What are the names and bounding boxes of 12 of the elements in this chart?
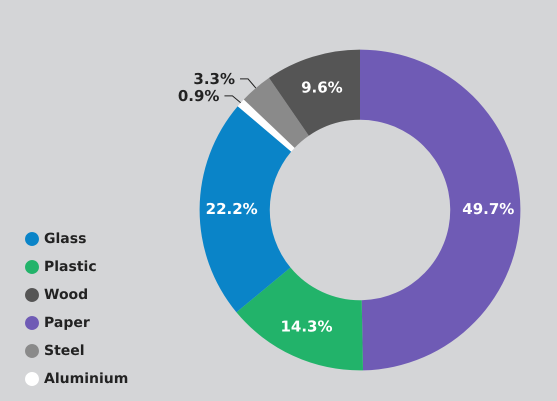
data-label: 49.7% xyxy=(462,200,514,218)
data-label: 0.9% xyxy=(178,86,220,105)
data-label: 22.2% xyxy=(206,200,258,218)
data-label: 9.6% xyxy=(301,78,343,96)
legend-label: Steel xyxy=(44,343,85,359)
legend-label: Aluminium xyxy=(44,371,128,387)
legend-label: Plastic xyxy=(44,259,97,275)
legend-label: Wood xyxy=(44,287,88,303)
legend-label: Glass xyxy=(44,231,86,247)
data-label: 3.3% xyxy=(193,70,236,88)
legend-label: Paper xyxy=(44,315,90,331)
data-label: 14.3% xyxy=(280,318,332,336)
